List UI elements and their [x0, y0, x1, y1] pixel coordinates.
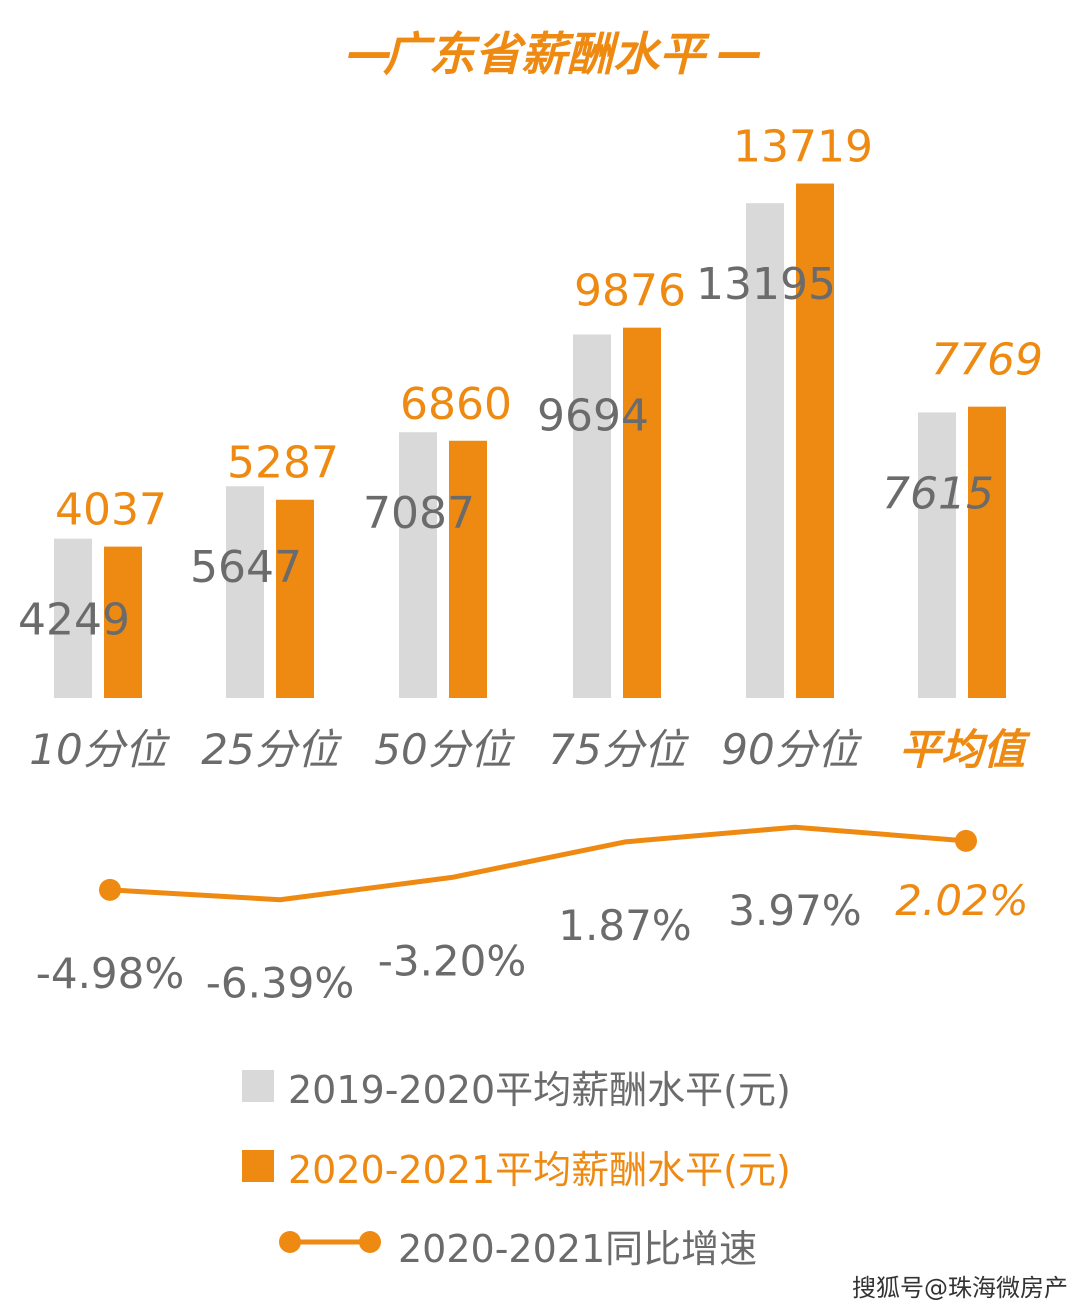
bar-2020-1 [276, 499, 314, 698]
value-label-2019-2: 7087 [363, 488, 475, 539]
value-label-2020-4: 13719 [733, 122, 873, 173]
growth-label-0: -4.98% [36, 949, 185, 998]
value-label-2019-3: 9694 [537, 390, 649, 441]
value-label-2020-5: 7769 [931, 335, 1043, 386]
legend-swatch-2020 [242, 1150, 274, 1182]
value-label-2019-0: 4249 [18, 595, 130, 646]
category-label-3: 75分位 [548, 725, 689, 774]
growth-label-3: 1.87% [558, 901, 691, 950]
legend-label-2020: 2020-2021平均薪酬水平(元) [288, 1148, 791, 1192]
bars-group [54, 183, 1006, 699]
bar-2020-0 [104, 546, 142, 698]
legend-line-dot-left [279, 1231, 301, 1253]
legend-swatch-2019 [242, 1070, 274, 1102]
category-label-2: 50分位 [374, 725, 515, 774]
category-label-0: 10分位 [29, 725, 170, 774]
legend-label-growth: 2020-2021同比增速 [398, 1227, 757, 1271]
value-label-2019-1: 5647 [190, 542, 302, 593]
watermark: 搜狐号@珠海微房产 [852, 1274, 1068, 1302]
category-label-1: 25分位 [201, 725, 342, 774]
growth-label-2: -3.20% [378, 936, 527, 985]
category-labels-group: 10分位 25分位 50分位 75分位 90分位 平均值 [29, 725, 1031, 774]
legend-line-dot-right [359, 1231, 381, 1253]
growth-dot-0 [99, 878, 121, 901]
bar-2019-1 [226, 486, 264, 698]
chart-title: 广东省薪酬水平 [383, 27, 710, 81]
category-label-4: 90分位 [721, 725, 862, 774]
value-labels-group: 4037 4249 5287 5647 6860 7087 9876 9694 13719 131… [18, 122, 1043, 646]
growth-line [109, 824, 967, 903]
bar-2019-0 [54, 538, 92, 698]
bar-2019-5 [918, 412, 956, 698]
value-label-2020-2: 6860 [400, 379, 512, 430]
growth-label-4: 3.97% [728, 886, 861, 935]
value-label-2019-5: 7615 [882, 468, 994, 519]
growth-line-group: -4.98% -6.39% -3.20% 1.87% 3.97% 2.02% [36, 824, 1029, 1008]
value-label-2020-1: 5287 [227, 438, 339, 489]
legend: 2019-2020平均薪酬水平(元) 2020-2021平均薪酬水平(元) 20… [242, 1068, 791, 1271]
category-label-5: 平均值 [899, 725, 1031, 774]
title-dash-right: — [717, 25, 763, 79]
bar-2020-3 [623, 327, 661, 698]
legend-label-2019: 2019-2020平均薪酬水平(元) [288, 1068, 791, 1112]
bar-2019-2 [399, 432, 437, 698]
bar-2020-5 [968, 406, 1006, 698]
growth-dot-5 [955, 829, 977, 852]
bar-2019-4 [746, 203, 784, 698]
value-label-2020-3: 9876 [574, 266, 686, 317]
bar-2020-2 [449, 440, 487, 698]
title-dash-left: — [347, 25, 393, 79]
bar-2019-3 [573, 334, 611, 698]
chart-title-group: — 广东省薪酬水平 — [347, 25, 763, 81]
value-label-2020-0: 4037 [55, 485, 167, 536]
value-label-2019-4: 13195 [696, 259, 836, 310]
growth-label-5: 2.02% [895, 876, 1028, 925]
growth-label-1: -6.39% [206, 959, 355, 1008]
bar-2020-4 [796, 183, 834, 699]
